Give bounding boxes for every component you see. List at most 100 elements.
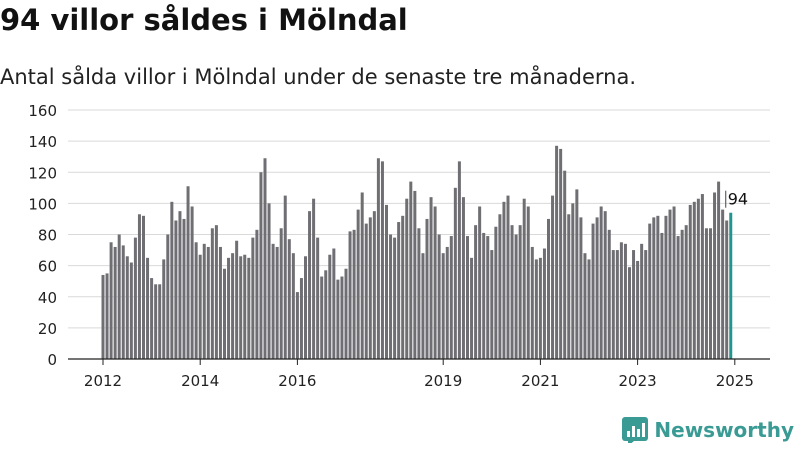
bar [146, 257, 150, 359]
newsworthy-brand: Newsworthy [622, 417, 794, 443]
bar [709, 228, 712, 359]
bar [316, 237, 320, 359]
bar [218, 246, 222, 359]
x-tick-label: 2025 [716, 372, 754, 390]
bar [713, 192, 717, 359]
bar [514, 234, 518, 359]
bar [227, 257, 231, 359]
bar [304, 256, 307, 359]
bar [676, 236, 680, 359]
bar [295, 292, 299, 359]
bar [356, 209, 360, 359]
bar [445, 246, 449, 359]
bar [340, 276, 344, 359]
y-tick-label: 100 [28, 195, 57, 213]
chart-subtitle: Antal sålda villor i Mölndal under de se… [0, 65, 637, 89]
bar [291, 253, 295, 359]
bar [129, 262, 133, 359]
bar [518, 225, 522, 359]
bar [619, 242, 623, 359]
bar [449, 236, 453, 359]
bar [425, 218, 429, 359]
bar [461, 197, 465, 359]
bar [109, 242, 113, 359]
bar [684, 225, 688, 359]
bar [510, 225, 514, 359]
bar [490, 250, 494, 359]
bar [575, 189, 579, 359]
bar [137, 214, 141, 359]
bar [615, 250, 619, 359]
x-tick-label: 2016 [278, 372, 316, 390]
bar [182, 218, 186, 359]
x-tick-label: 2019 [424, 372, 462, 390]
bar [247, 257, 251, 359]
bar [372, 211, 376, 359]
bar [648, 223, 652, 359]
bar [166, 234, 170, 359]
bar [688, 204, 692, 359]
bar [437, 234, 441, 359]
bar [607, 229, 611, 359]
bar [324, 270, 328, 359]
bar [405, 198, 409, 359]
bar [279, 228, 283, 359]
bar [125, 256, 129, 359]
bar [628, 267, 631, 359]
bar [348, 231, 352, 359]
bar [328, 254, 332, 359]
bar [429, 197, 433, 359]
bar [174, 220, 178, 359]
bar [542, 248, 546, 359]
bar [563, 170, 567, 359]
bar [534, 259, 538, 359]
bar [571, 203, 575, 359]
bar [640, 243, 644, 359]
y-tick-label: 0 [47, 351, 57, 369]
bar [235, 240, 239, 359]
bar [595, 217, 599, 359]
bar [259, 172, 263, 359]
bar [162, 259, 166, 359]
bar [725, 220, 729, 359]
y-tick-label: 80 [38, 227, 57, 245]
bar [632, 250, 636, 359]
bar [255, 229, 259, 359]
bar [186, 186, 190, 359]
bar [287, 239, 291, 359]
bar [652, 217, 656, 359]
bar [599, 206, 603, 359]
bar [441, 253, 445, 359]
bar [526, 206, 530, 359]
bar [700, 194, 704, 359]
bar [717, 181, 721, 359]
bar [336, 279, 340, 359]
brand-name: Newsworthy [654, 418, 794, 442]
bar [360, 192, 364, 359]
bar [275, 246, 279, 359]
bar [243, 254, 247, 359]
bar [668, 209, 672, 359]
bar [267, 203, 271, 359]
bar [522, 198, 526, 359]
bar [393, 237, 397, 359]
bar [482, 232, 486, 359]
bar [389, 234, 393, 359]
bar [559, 148, 563, 359]
bar [202, 243, 206, 359]
bar [660, 232, 664, 359]
bar [611, 250, 615, 359]
bar [385, 204, 388, 359]
bar [154, 284, 158, 359]
bar [696, 198, 700, 359]
bar [344, 268, 348, 359]
bar [530, 246, 534, 359]
bar [466, 236, 469, 359]
bar [352, 229, 356, 359]
bar [239, 256, 243, 359]
bar [214, 225, 218, 359]
bar [117, 234, 121, 359]
bar [457, 161, 461, 359]
bar [587, 259, 591, 359]
bar [721, 209, 725, 359]
